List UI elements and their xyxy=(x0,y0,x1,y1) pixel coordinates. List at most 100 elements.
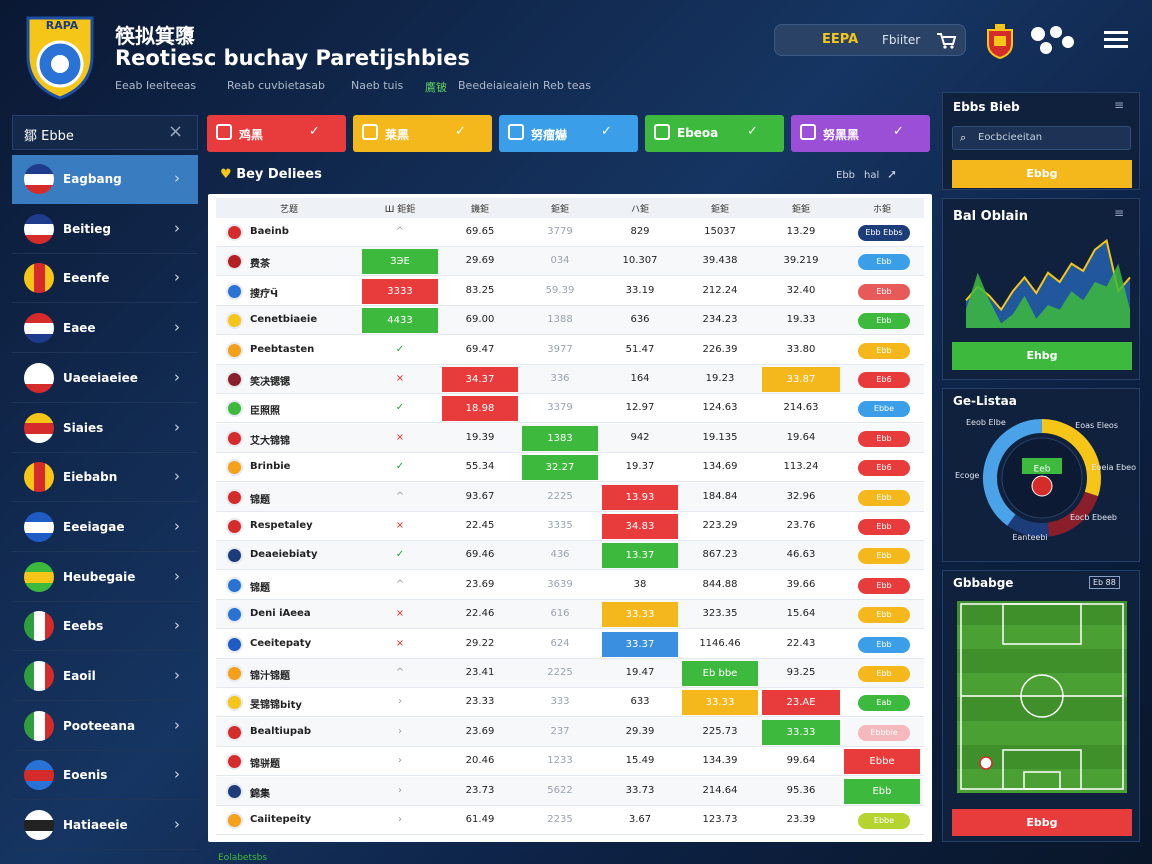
sidebar-item[interactable]: Eeeiagae › xyxy=(12,503,198,552)
players-icon xyxy=(1031,26,1074,54)
sidebar-item[interactable]: Siaies › xyxy=(12,404,198,453)
ring-callout: Eeob Elbe xyxy=(966,418,1006,427)
sidebar-item[interactable]: Beitieg › xyxy=(12,205,198,254)
cell: › xyxy=(398,755,402,767)
nav-link[interactable]: Reb teas xyxy=(543,79,591,92)
cell: 23.73 xyxy=(465,784,495,796)
status-pill[interactable]: Ebb xyxy=(858,636,910,653)
status-pill[interactable]: Ebbe xyxy=(858,813,910,829)
sidebar-item[interactable]: Eaoil › xyxy=(12,652,198,701)
status-pill[interactable]: Eb6 xyxy=(858,372,910,388)
filter-button[interactable]: 努黑黑 ✓ xyxy=(791,115,930,152)
panel-button[interactable]: Ehbg xyxy=(952,342,1132,370)
table-action[interactable]: hal xyxy=(864,170,880,181)
cart-icon[interactable] xyxy=(935,30,957,50)
table-row: 艾大锦锦 × 19.39 1383 942 19.135 19.64 Ebb xyxy=(216,423,924,453)
status-pill[interactable]: Ebbbie xyxy=(858,724,910,741)
team-name: 笑决锶锶 xyxy=(250,377,290,388)
filter-button[interactable]: 鸡黑 ✓ xyxy=(207,115,346,152)
status-pill[interactable]: Ebb xyxy=(858,666,910,682)
cell: 942 xyxy=(630,431,650,443)
cell: × xyxy=(395,637,405,649)
status-pill[interactable]: Eab xyxy=(858,695,910,712)
sidebar-close[interactable]: × xyxy=(168,121,184,142)
nav-link[interactable]: 鷹铍 xyxy=(425,81,447,94)
search-box[interactable] xyxy=(952,126,1131,150)
status-pill[interactable]: Ebbe xyxy=(858,401,910,418)
status-pill[interactable]: Eb6 xyxy=(858,460,910,477)
filter-button[interactable]: 莱黑 ✓ xyxy=(353,115,492,152)
table-action-icon[interactable]: ➚ xyxy=(887,167,898,181)
cell: 134.69 xyxy=(702,461,738,473)
status-pill[interactable]: Ebb xyxy=(858,430,910,447)
sidebar-item[interactable]: Eoenis › xyxy=(12,751,198,801)
chevron: › xyxy=(174,566,180,585)
highlight-cell: 13.93 xyxy=(602,484,678,510)
nav-link[interactable]: Eeab Ieeiteeas xyxy=(115,79,197,92)
cell: ^ xyxy=(395,667,405,678)
filter-label[interactable]: Fbiiter xyxy=(882,33,921,47)
badge: EEPA xyxy=(822,32,859,47)
ring-callout: Eoas Eleos xyxy=(1075,421,1118,430)
ring-callout: Eoeia Ebeo xyxy=(1092,463,1137,472)
cell: 1146.46 xyxy=(699,637,741,649)
table-row: 锦骈题 › 20.46 1233 15.49 134.39 99.64 Ebbe xyxy=(216,747,924,777)
chevron: › xyxy=(174,467,180,486)
sidebar-item[interactable]: Eiebabn › xyxy=(12,453,198,503)
team-icon xyxy=(226,312,243,330)
cell: 19.47 xyxy=(625,667,655,678)
nav-link[interactable]: Naeb tuis xyxy=(351,79,404,92)
status-pill[interactable]: Ebb xyxy=(858,519,910,535)
panel-menu[interactable]: ≡ xyxy=(1114,206,1125,220)
column-header: Ш 鉅鉅 xyxy=(384,205,416,215)
sidebar-item[interactable]: Pooteeana › xyxy=(12,702,198,751)
sidebar-item[interactable]: Eagbang › xyxy=(12,155,198,204)
highlight-cell: Ebb xyxy=(844,778,920,804)
table-row: 錦集 › 23.73 5622 33.73 214.64 95.36 Ebb xyxy=(216,776,924,806)
panel-button[interactable]: Ebbg xyxy=(952,809,1132,836)
status-pill[interactable]: Ebb xyxy=(858,577,910,594)
status-pill[interactable]: Ebb xyxy=(858,548,910,565)
account-box[interactable] xyxy=(774,24,966,56)
filter-button[interactable]: 努瘤爀 ✓ xyxy=(499,115,638,152)
menu-icon[interactable] xyxy=(1104,30,1128,50)
table-row: 锦题 ^ 93.67 2225 13.93 184.84 32.96 Ebb xyxy=(216,482,924,512)
status-pill[interactable]: Ebb xyxy=(858,607,910,624)
nav-link[interactable]: Reab cuvbietasab xyxy=(227,79,325,92)
team-name: Deaeiebiaty xyxy=(250,549,318,561)
highlight-cell: 23.AE xyxy=(762,690,840,716)
flag xyxy=(24,561,54,592)
nav-link[interactable]: Beedeiaieaiein xyxy=(458,79,540,92)
status-pill[interactable]: Ebb Ebbs xyxy=(858,225,910,241)
footer: Eolabetsbs xyxy=(218,853,268,863)
sidebar-item[interactable]: Heubegaie › xyxy=(12,553,198,602)
cell: 23.69 xyxy=(465,578,495,590)
table-row: Respetaley × 22.45 3335 34.83 223.29 23.76 Ebb xyxy=(216,512,924,541)
team-name: Cenetbiaeie xyxy=(250,314,318,326)
sidebar-item[interactable]: Eeenfe › xyxy=(12,254,198,304)
sidebar-item[interactable]: Eaee › xyxy=(12,304,198,354)
table-action[interactable]: Ebb xyxy=(836,170,856,181)
status-pill[interactable]: Ebb xyxy=(858,342,910,359)
status-pill[interactable]: Ebb xyxy=(858,283,910,300)
sidebar-item[interactable]: Eeebs › xyxy=(12,602,198,652)
status-pill[interactable]: Ebb xyxy=(858,313,910,330)
cell: 867.23 xyxy=(702,549,738,561)
cell: 3779 xyxy=(547,226,573,237)
sidebar-item[interactable]: Hatiaeeie › xyxy=(12,801,198,851)
cell: 33.19 xyxy=(625,284,655,296)
panel-button[interactable]: Ebbg xyxy=(952,160,1132,188)
panel-menu[interactable]: ≡ xyxy=(1114,98,1125,112)
table-row: 笑决锶锶 × 34.37 336 164 19.23 33.87 Eb6 xyxy=(216,365,924,394)
sidebar-item[interactable]: Uaeeiaeiee › xyxy=(12,354,198,403)
status-pill[interactable]: Ebb xyxy=(858,254,910,271)
filter-button[interactable]: Ebeoa ✓ xyxy=(645,115,784,152)
cell: 164 xyxy=(630,373,650,384)
table-row: 臣照照 ✓ 18.98 3379 12.97 124.63 214.63 Ebbe xyxy=(216,394,924,424)
status-pill[interactable]: Ebb xyxy=(858,489,910,506)
highlight-cell: 32.27 xyxy=(522,455,598,481)
team-icon xyxy=(226,635,243,653)
cell: 32.96 xyxy=(786,490,816,502)
table-row: 锦题 ^ 23.69 3639 38 844.88 39.66 Ebb xyxy=(216,571,924,600)
